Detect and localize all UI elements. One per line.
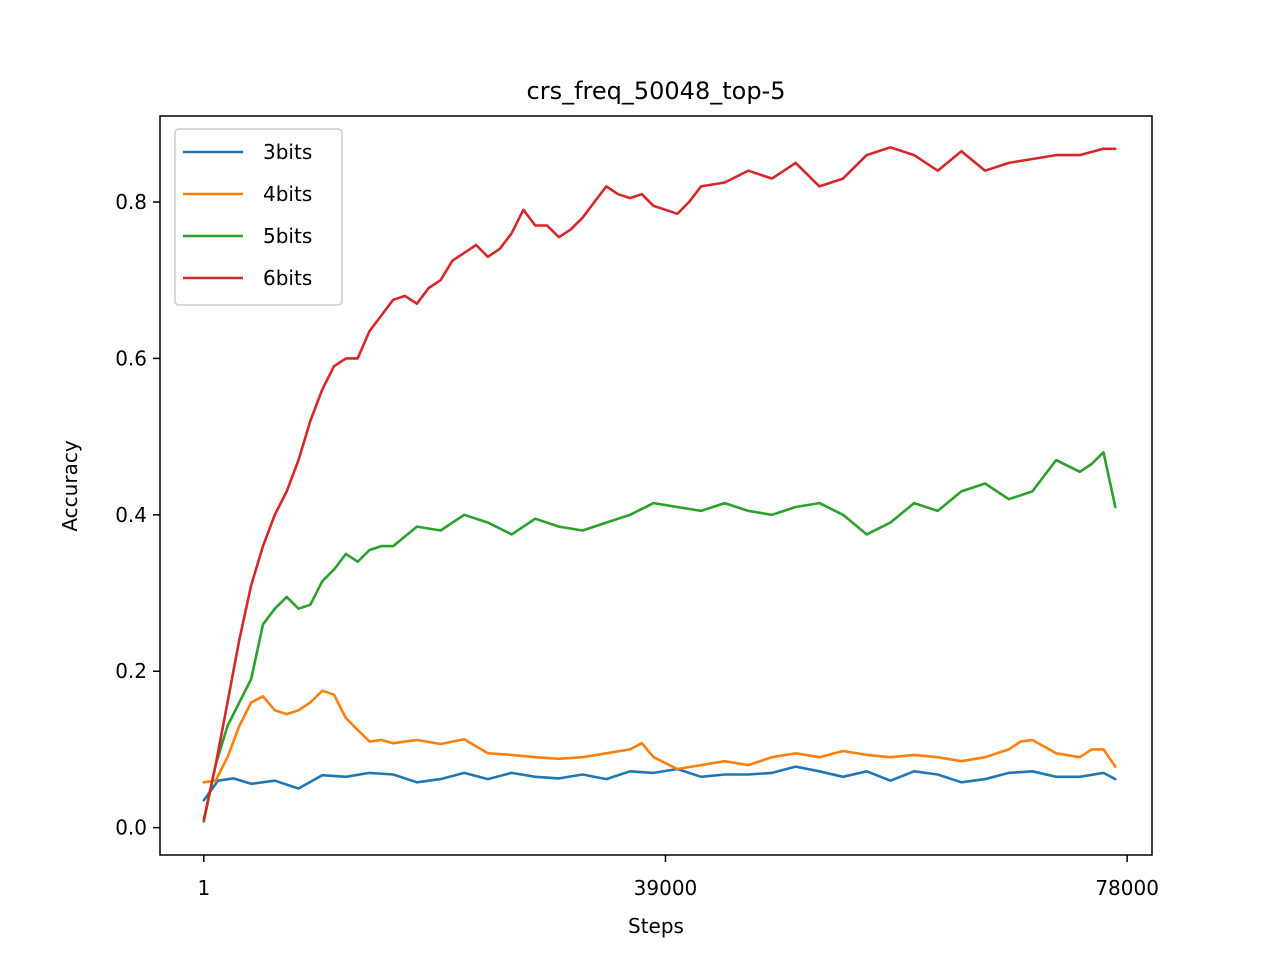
- series-line-6bits: [202, 146, 1117, 822]
- y-axis-ticks: 0.0 0.2 0.4 0.6 0.8: [115, 190, 160, 840]
- y-tick-label: 0.6: [115, 346, 147, 370]
- y-tick-label: 0.8: [115, 190, 147, 214]
- y-tick-label: 0.2: [115, 659, 147, 683]
- plot-frame: [159, 115, 1153, 856]
- x-tick-label: 1: [197, 876, 210, 900]
- legend: 3bits 4bits 5bits 6bits: [174, 128, 343, 306]
- legend-label-5bits: 5bits: [263, 224, 312, 248]
- legend-label-4bits: 4bits: [263, 182, 312, 206]
- y-axis-label: Accuracy: [58, 440, 82, 531]
- y-tick-label: 0.0: [115, 816, 147, 840]
- series-line-5bits: [202, 451, 1117, 823]
- plot-area: [202, 146, 1117, 823]
- chart-title: crs_freq_50048_top-5: [527, 77, 786, 105]
- x-tick-label: 78000: [1095, 876, 1159, 900]
- legend-label-3bits: 3bits: [263, 140, 312, 164]
- x-tick-label: 39000: [634, 876, 698, 900]
- y-tick-label: 0.4: [115, 503, 147, 527]
- series-line-4bits: [202, 689, 1117, 784]
- legend-label-6bits: 6bits: [263, 266, 312, 290]
- x-axis-label: Steps: [628, 914, 684, 938]
- x-axis-ticks: 1 39000 78000: [197, 855, 1159, 900]
- legend-box: [174, 128, 343, 306]
- series-line-3bits: [202, 765, 1117, 802]
